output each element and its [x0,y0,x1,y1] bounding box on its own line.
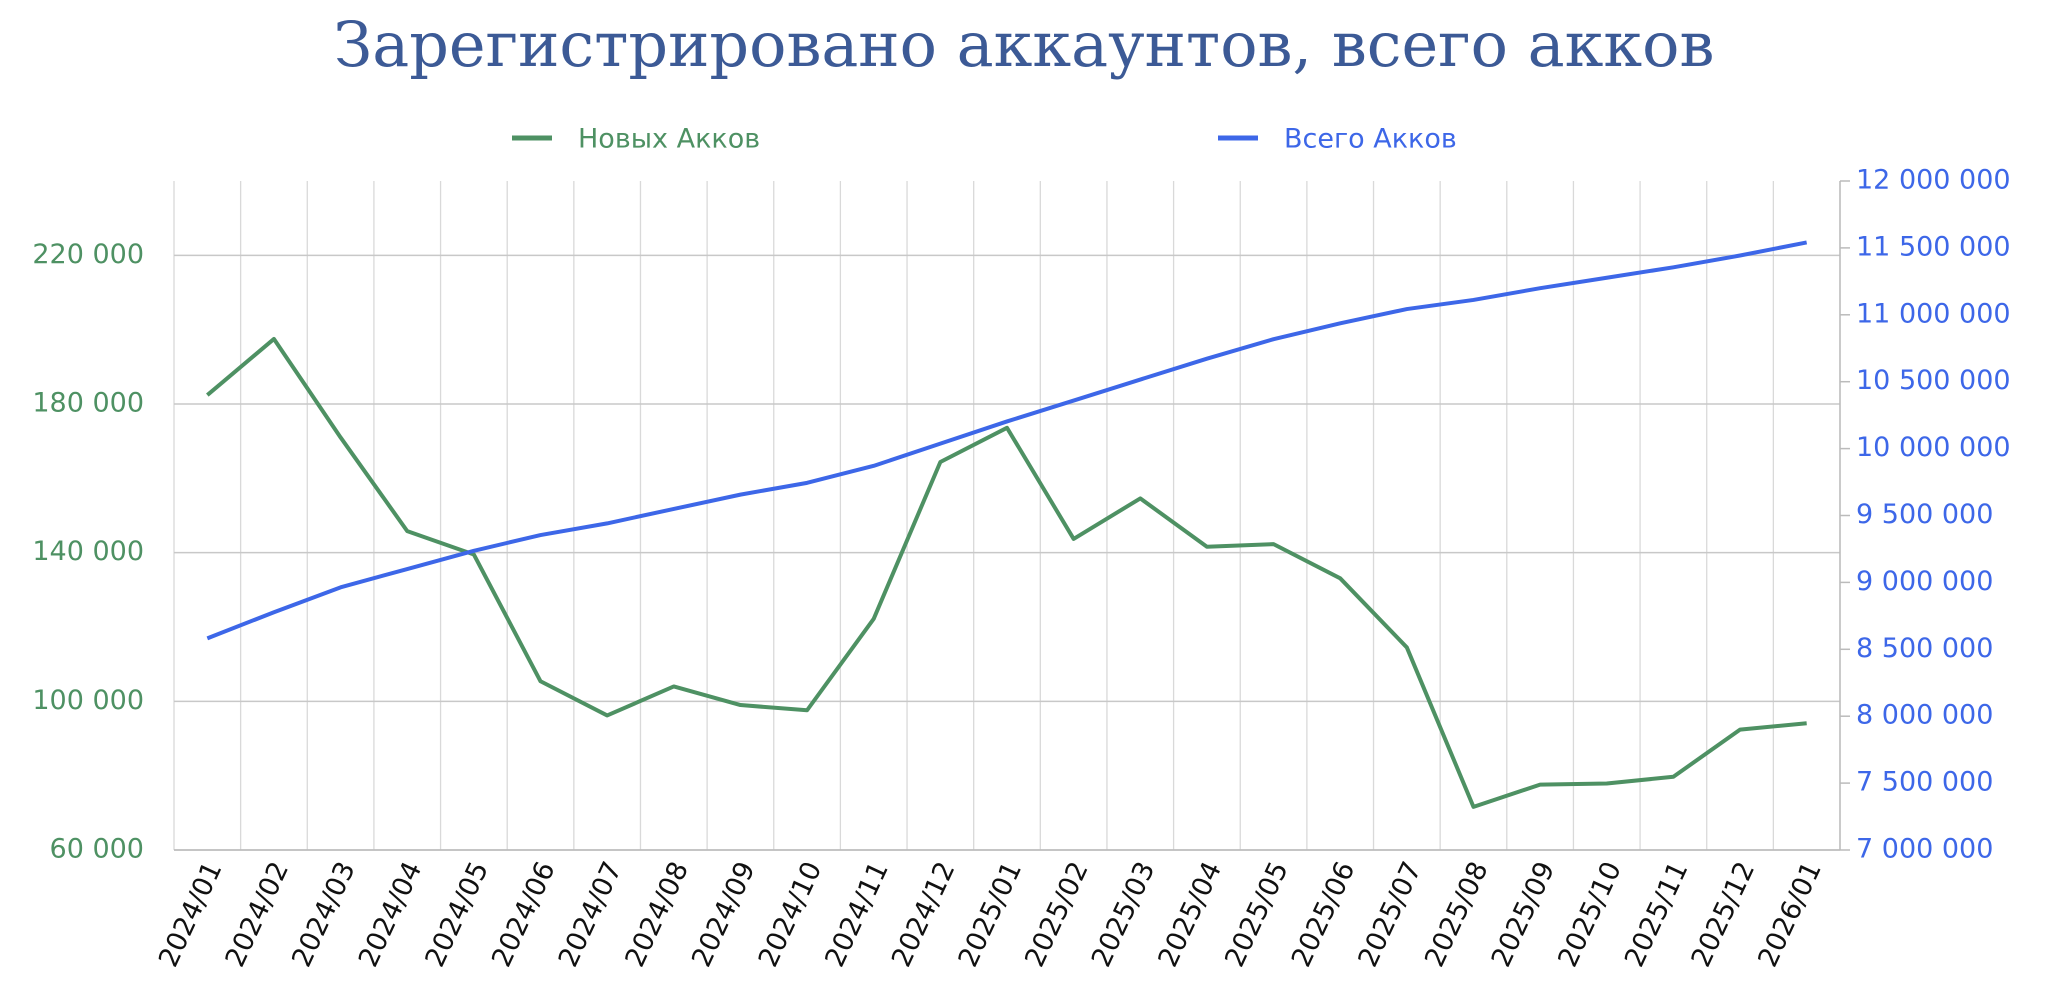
x-tick-label: 2025/11 [1619,857,1695,972]
x-tick-label: 2025/07 [1352,857,1428,972]
y2-tick-label: 8 000 000 [1856,700,1993,731]
y2-tick-label: 8 500 000 [1856,633,1993,664]
y-tick-label: 220 000 [32,239,144,270]
series-line [206,336,1807,809]
x-tick-label: 2024/02 [220,857,296,972]
x-tick-label: 2024/05 [420,857,496,972]
y2-tick-label: 12 000 000 [1856,165,2011,196]
x-tick-label: 2024/07 [553,857,629,972]
series-line [206,240,1808,641]
legend-label: Всего Акков [1284,124,1457,155]
y2-tick-label: 10 000 000 [1856,432,2011,463]
y2-tick-label: 11 500 000 [1856,231,2011,262]
x-tick-label: 2025/05 [1219,857,1295,972]
x-tick-label: 2025/03 [1086,857,1162,972]
y2-tick-label: 11 000 000 [1856,298,2011,329]
y2-tick-label: 10 500 000 [1856,365,2011,396]
x-tick-label: 2025/09 [1486,857,1562,972]
x-tick-label: 2025/10 [1552,857,1628,972]
x-tick-label: 2024/03 [286,857,362,972]
y2-tick-label: 7 500 000 [1856,767,1993,798]
x-tick-label: 2024/11 [819,857,895,972]
y2-tick-label: 7 000 000 [1856,834,1993,865]
x-tick-label: 2024/09 [686,857,762,972]
x-tick-label: 2024/06 [486,857,562,972]
y-tick-label: 180 000 [32,388,144,419]
x-tick-label: 2025/06 [1286,857,1362,972]
x-tick-label: 2024/12 [886,857,962,972]
y-tick-label: 100 000 [32,685,144,716]
x-tick-label: 2025/01 [953,857,1029,972]
x-tick-label: 2024/01 [153,857,229,972]
y2-tick-label: 9 000 000 [1856,566,1993,597]
y-tick-label: 140 000 [32,536,144,567]
legend-label: Новых Акков [578,124,760,155]
x-tick-label: 2025/12 [1686,857,1762,972]
y2-tick-label: 9 500 000 [1856,499,1993,530]
y-tick-label: 60 000 [50,834,144,865]
x-tick-label: 2025/08 [1419,857,1495,972]
x-tick-label: 2025/04 [1153,857,1229,972]
x-tick-label: 2026/01 [1752,857,1828,972]
chart-title: Зарегистрировано аккаунтов, всего акков [334,8,1715,81]
x-tick-label: 2024/08 [619,857,695,972]
x-tick-label: 2024/10 [753,857,829,972]
x-tick-label: 2024/04 [353,857,429,972]
x-tick-label: 2025/02 [1019,857,1095,972]
